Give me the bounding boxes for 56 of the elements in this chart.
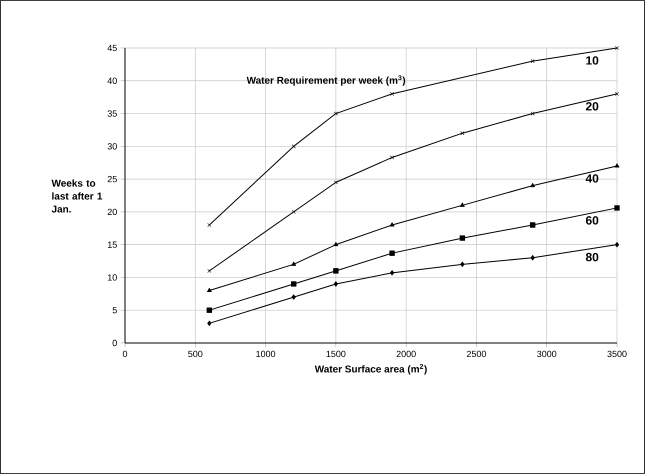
point [614, 163, 620, 168]
point [292, 144, 296, 148]
series-label: 60 [586, 216, 598, 225]
point [334, 112, 338, 116]
series-label: 40 [586, 174, 598, 183]
point [530, 255, 535, 260]
point [206, 308, 212, 313]
point [206, 288, 212, 292]
annotation: Water Requirement per week (m$^{3}$) [246, 75, 406, 86]
y-tick-label: 15 [108, 242, 117, 248]
y-tick-label: 25 [108, 176, 117, 182]
point [334, 281, 338, 287]
point [614, 242, 620, 248]
point [530, 182, 536, 188]
y-tick-label: 40 [107, 78, 117, 84]
x-tick-label: 3000 [537, 350, 556, 358]
point [390, 92, 394, 96]
y-tick-label: 35 [108, 110, 117, 117]
series-label: 10 [586, 56, 598, 65]
point [389, 250, 395, 256]
y-tick-label: 0 [112, 340, 117, 346]
x-tick-label: 1500 [326, 350, 346, 358]
y-axis-title: Weeks to last after 1 Jan. [52, 179, 102, 213]
point [530, 59, 535, 64]
point [390, 155, 394, 160]
y-tick-label: 20 [108, 208, 117, 216]
x-tick-label: 0 [122, 350, 128, 358]
point [292, 210, 296, 214]
x-tick-label: 2500 [466, 350, 486, 358]
point [530, 222, 536, 228]
y-tick-label: 10 [108, 274, 117, 281]
y-tick-label: 5 [112, 307, 117, 314]
point [390, 222, 394, 226]
point [530, 112, 535, 116]
point [292, 294, 296, 300]
point [614, 205, 620, 211]
series-label: 20 [586, 102, 598, 111]
point [334, 180, 338, 184]
point [460, 235, 466, 241]
x-axis-title: Water Surface area (m$^{2}$) [314, 364, 427, 374]
point [333, 242, 338, 246]
point [390, 270, 394, 276]
point [460, 202, 465, 207]
point [460, 262, 464, 268]
y-tick-label: 30 [108, 143, 117, 150]
x-tick-label: 500 [188, 350, 202, 358]
point [333, 268, 339, 274]
point [291, 262, 296, 266]
point [460, 131, 464, 136]
x-tick-label: 1000 [256, 350, 276, 358]
y-tick-label: 45 [107, 44, 117, 52]
point [207, 320, 212, 326]
x-tick-label: 2000 [396, 350, 416, 358]
x-tick-label: 3500 [607, 350, 627, 358]
point [290, 281, 296, 287]
series-label: 80 [586, 252, 598, 262]
